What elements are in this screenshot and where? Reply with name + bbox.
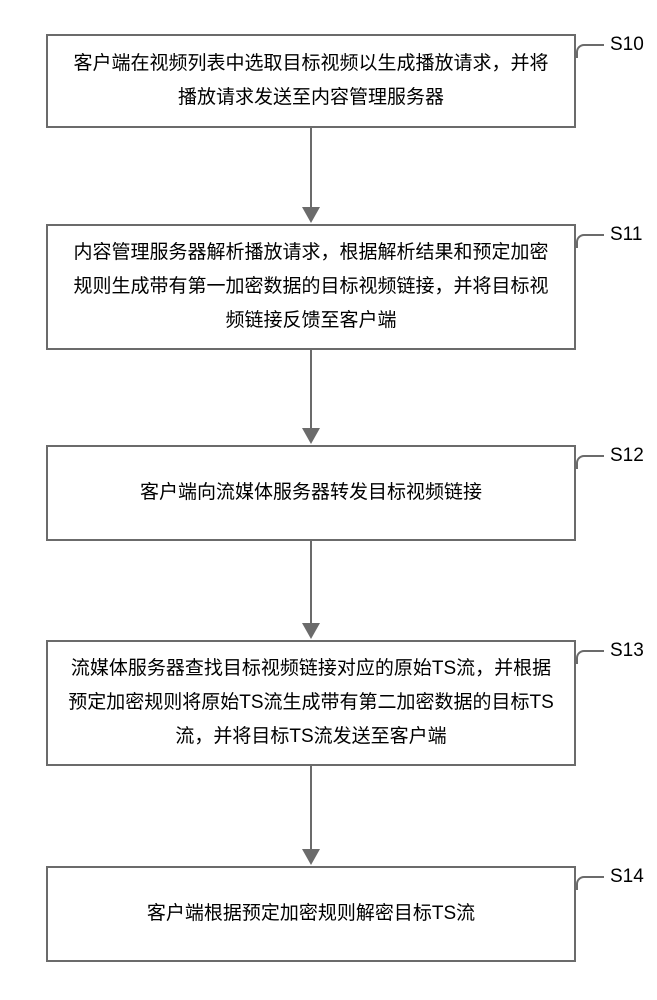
step-text-s14: 客户端根据预定加密规则解密目标TS流 [147, 897, 475, 931]
step-box-s11: 内容管理服务器解析播放请求，根据解析结果和预定加密规则生成带有第一加密数据的目标… [46, 224, 576, 350]
step-text-s11: 内容管理服务器解析播放请求，根据解析结果和预定加密规则生成带有第一加密数据的目标… [68, 236, 554, 339]
step-label-s10: S10 [610, 34, 644, 56]
step-text-s13: 流媒体服务器查找目标视频链接对应的原始TS流，并根据预定加密规则将原始TS流生成… [68, 652, 554, 755]
step-box-s12: 客户端向流媒体服务器转发目标视频链接 [46, 445, 576, 541]
arrow-3 [302, 766, 320, 865]
connector-s10 [576, 44, 604, 58]
connector-s13 [576, 650, 604, 664]
arrow-line-0 [310, 128, 312, 208]
step-box-s10: 客户端在视频列表中选取目标视频以生成播放请求，并将播放请求发送至内容管理服务器 [46, 34, 576, 128]
arrow-line-1 [310, 350, 312, 429]
connector-s12 [576, 455, 604, 469]
step-label-s12: S12 [610, 445, 644, 467]
connector-s14 [576, 876, 604, 890]
step-label-s11: S11 [610, 224, 642, 246]
step-box-s13: 流媒体服务器查找目标视频链接对应的原始TS流，并根据预定加密规则将原始TS流生成… [46, 640, 576, 766]
arrow-0 [302, 128, 320, 223]
arrow-2 [302, 541, 320, 639]
arrow-1 [302, 350, 320, 444]
step-text-s10: 客户端在视频列表中选取目标视频以生成播放请求，并将播放请求发送至内容管理服务器 [68, 47, 554, 115]
step-box-s14: 客户端根据预定加密规则解密目标TS流 [46, 866, 576, 962]
arrow-head-icon [302, 207, 320, 223]
arrow-head-icon [302, 849, 320, 865]
flowchart-container: 客户端在视频列表中选取目标视频以生成播放请求，并将播放请求发送至内容管理服务器 S… [0, 0, 657, 1000]
arrow-line-3 [310, 766, 312, 850]
arrow-head-icon [302, 428, 320, 444]
arrow-head-icon [302, 623, 320, 639]
connector-s11 [576, 234, 604, 248]
step-text-s12: 客户端向流媒体服务器转发目标视频链接 [140, 476, 482, 510]
step-label-s14: S14 [610, 866, 644, 888]
step-label-s13: S13 [610, 640, 644, 662]
arrow-line-2 [310, 541, 312, 624]
